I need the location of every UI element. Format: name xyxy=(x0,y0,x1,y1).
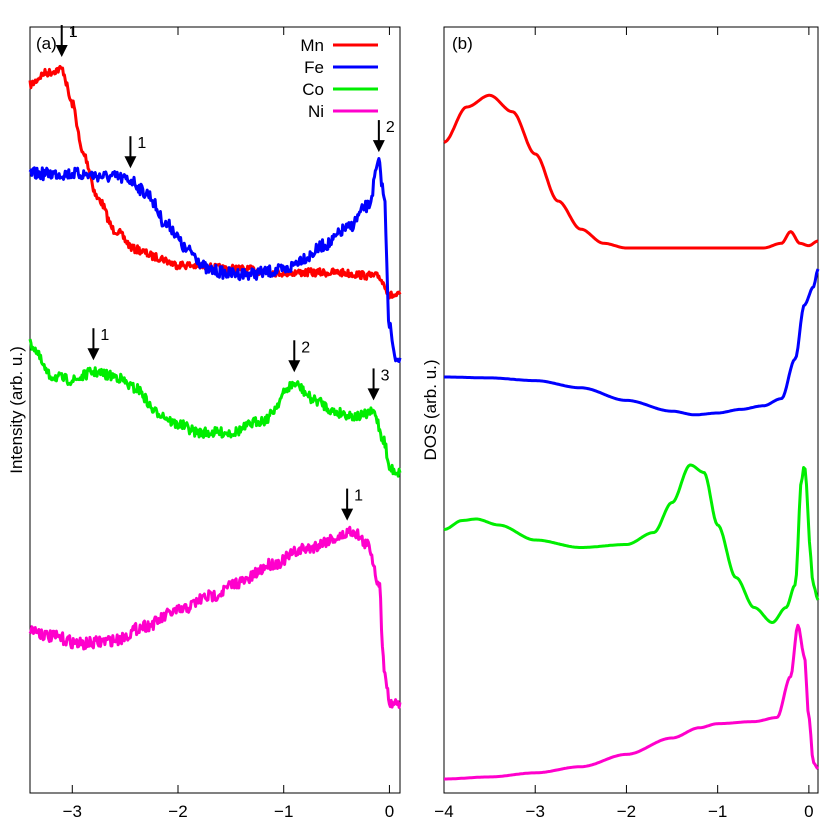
x-tick-label: −2 xyxy=(168,802,187,821)
panel-a-series xyxy=(28,64,402,709)
series-line-co xyxy=(28,338,402,478)
x-tick-label: −1 xyxy=(274,802,293,821)
annotation-label: 3 xyxy=(381,367,390,384)
x-tick-label: −1 xyxy=(708,802,727,821)
annotation-label: 1 xyxy=(354,488,363,505)
series-line-co xyxy=(443,463,820,624)
annotation-label: 1 xyxy=(69,24,78,41)
series-line-mn xyxy=(443,93,819,250)
legend-label: Fe xyxy=(304,58,324,77)
panel-a-x-ticks: −3 −2 −1 0 xyxy=(63,27,394,821)
annotation-label: 1 xyxy=(137,135,146,152)
annotation-arrow-head xyxy=(288,360,301,373)
panel-b-label: (b) xyxy=(452,34,473,53)
annotation-arrow-head xyxy=(124,156,137,169)
panel-a-label: (a) xyxy=(36,34,57,53)
panel-a-annotations: 1 1 2 1 2 3 1 xyxy=(55,24,395,521)
legend-label: Ni xyxy=(308,102,324,121)
x-tick-label: 0 xyxy=(804,802,813,821)
annotation-arrow-head xyxy=(87,348,100,361)
series-line-ni xyxy=(28,525,402,709)
annotation-arrow-head xyxy=(367,388,380,401)
panel-a-frame xyxy=(29,26,401,794)
series-line-ni xyxy=(443,623,820,781)
legend-label: Co xyxy=(302,80,324,99)
annotation-arrow-head xyxy=(55,45,68,58)
panel-b-frame xyxy=(443,26,819,794)
x-tick-label: −2 xyxy=(617,802,636,821)
annotation-label: 2 xyxy=(301,339,310,356)
panel-b: (b) DOS (arb. u.) −4 −3 −2 −1 0 xyxy=(421,26,820,821)
panel-b-series xyxy=(443,93,820,781)
annotation-label: 1 xyxy=(100,327,109,344)
legend: Mn Fe Co Ni xyxy=(300,36,378,121)
annotation-arrow-head xyxy=(341,508,354,521)
series-line-fe xyxy=(28,157,402,363)
x-tick-label: −3 xyxy=(63,802,82,821)
series-line-mn xyxy=(28,64,402,300)
series-line-fe xyxy=(443,268,820,417)
x-tick-label: 0 xyxy=(385,802,394,821)
panel-b-x-ticks: −4 −3 −2 −1 0 xyxy=(434,27,814,821)
x-tick-label: −3 xyxy=(526,802,545,821)
panel-a-ylabel: Intensity (arb. u.) xyxy=(7,346,26,474)
x-tick-label: −4 xyxy=(434,802,453,821)
annotation-label: 2 xyxy=(386,119,395,136)
panel-b-ylabel: DOS (arb. u.) xyxy=(421,359,440,460)
annotation-arrow-head xyxy=(372,140,385,153)
legend-label: Mn xyxy=(300,36,324,55)
panel-a: (a) Intensity (arb. u.) −3 −2 −1 0 1 1 2 1 2 31 … xyxy=(7,24,402,821)
